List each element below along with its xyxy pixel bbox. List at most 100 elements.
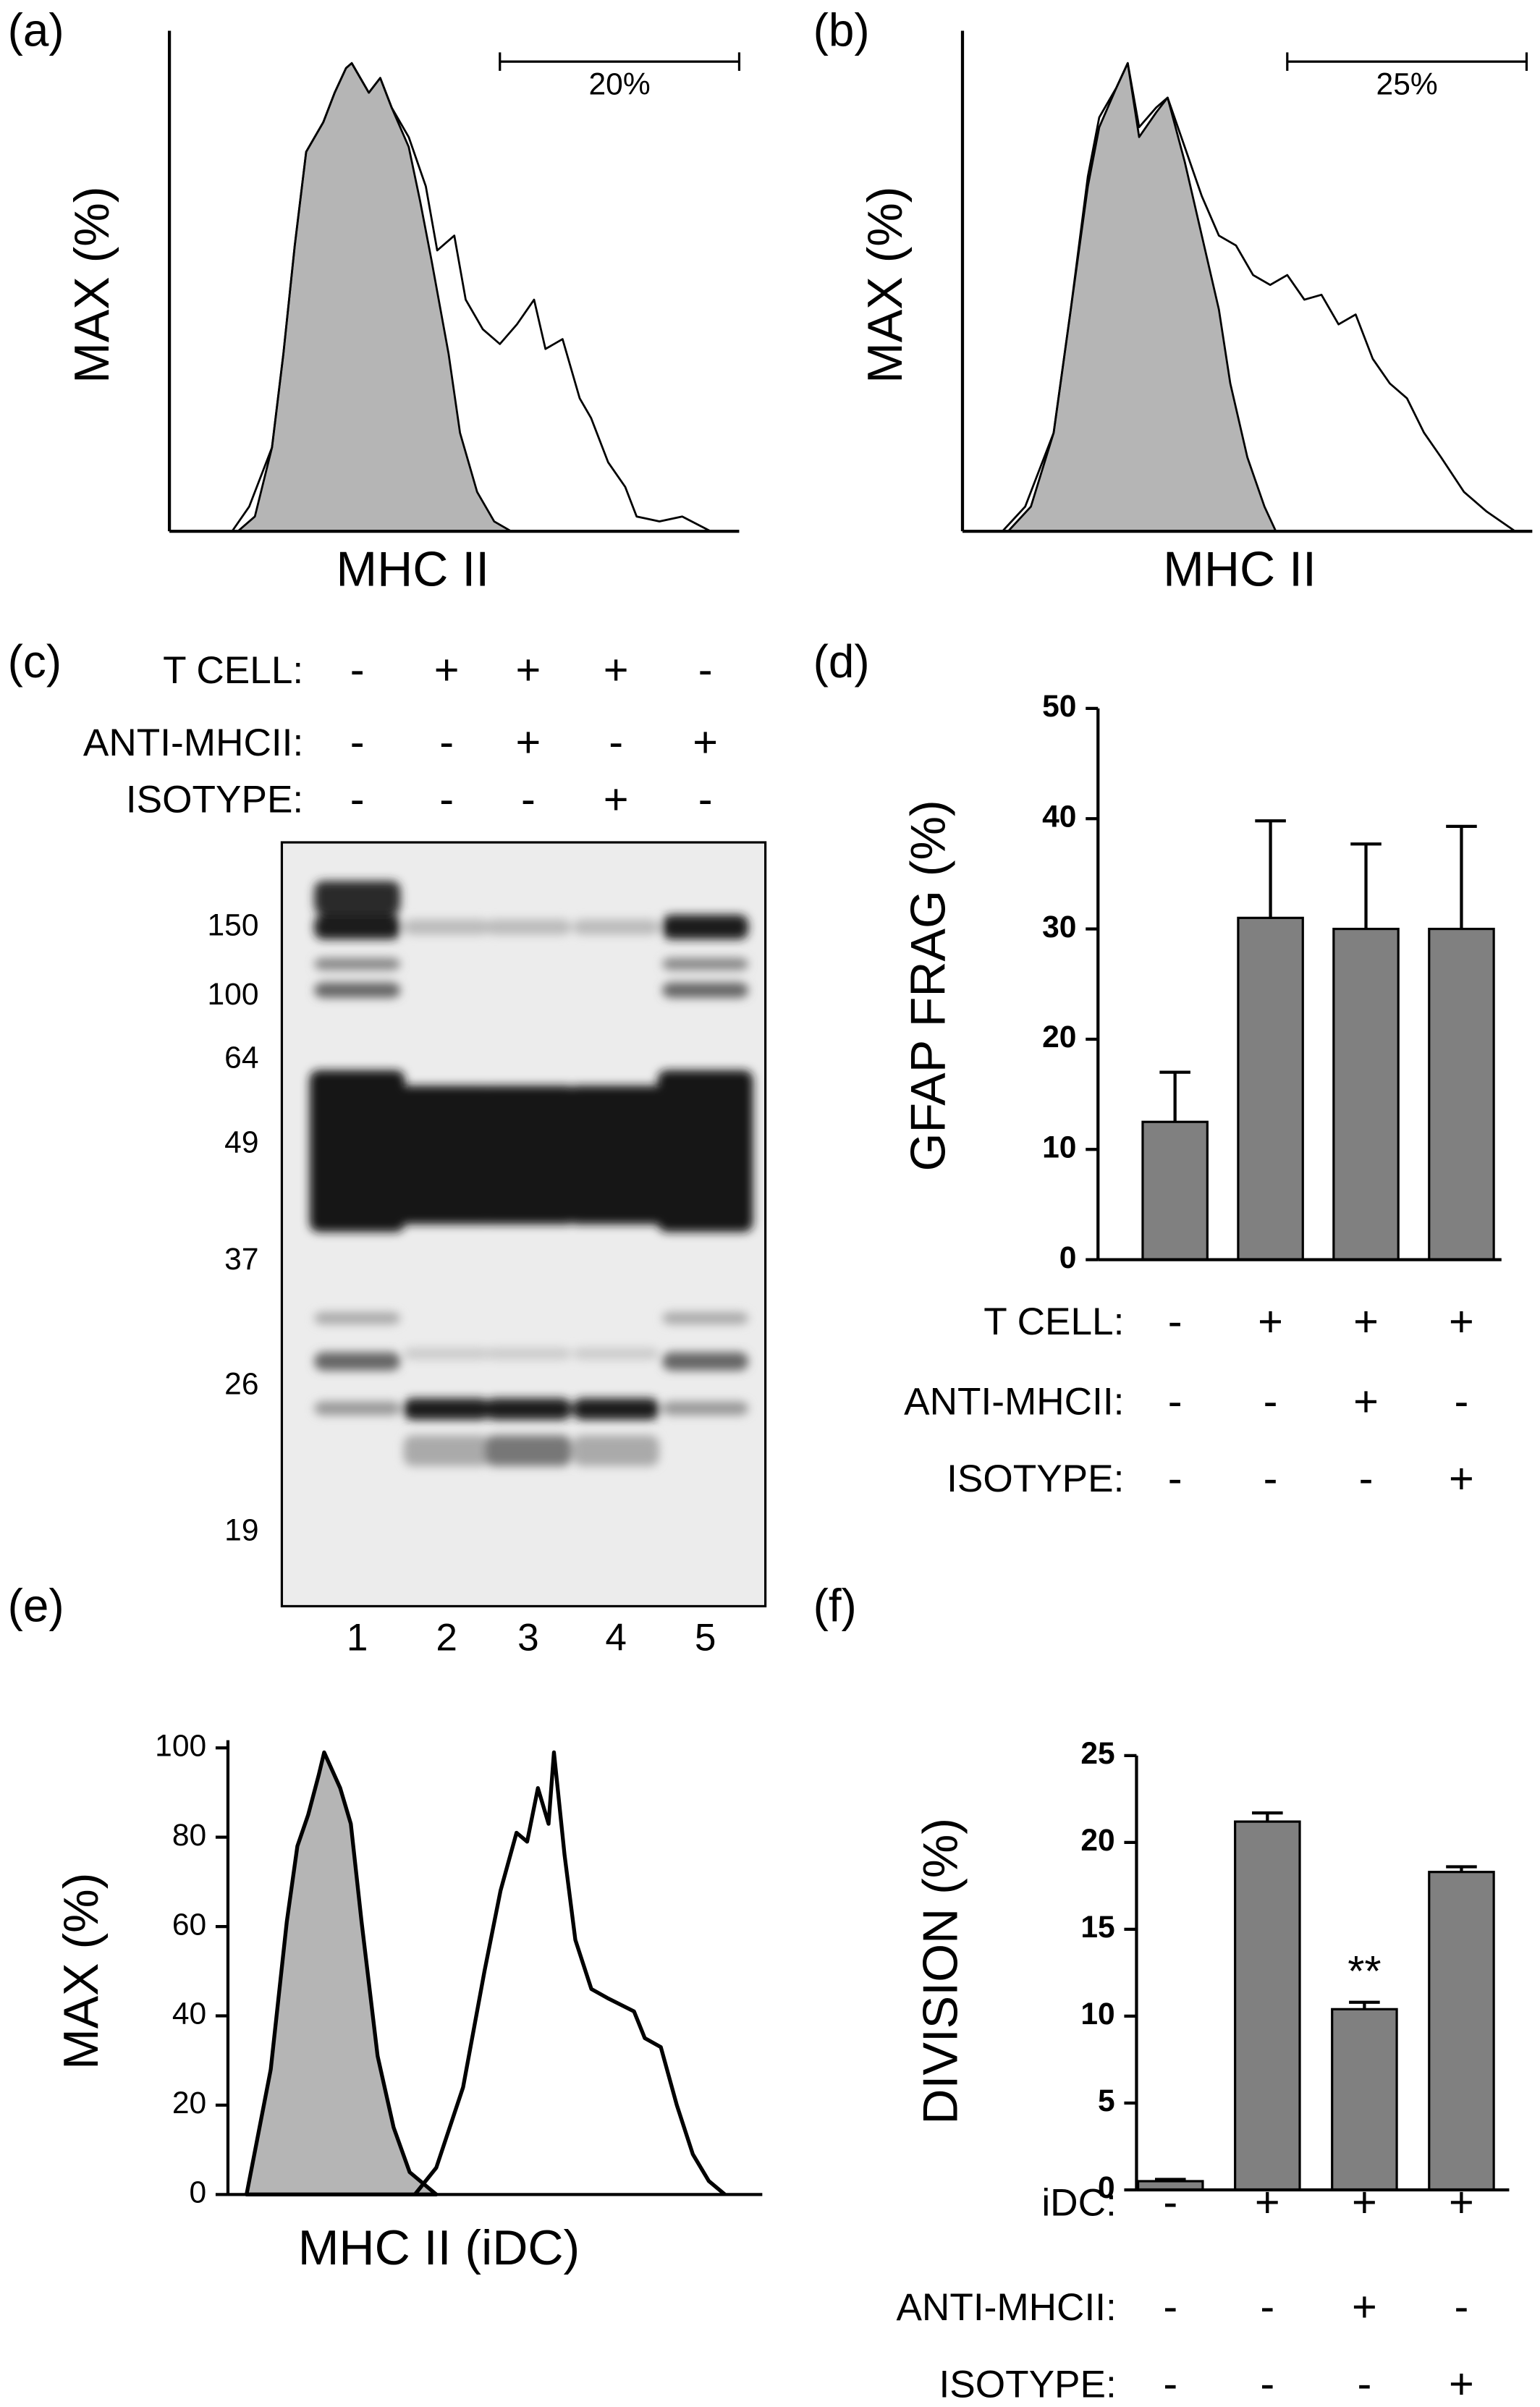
panel: (e) 0 20 40 60 80 100 MAX (%) MHC II (iDC) [8,1580,763,2275]
condition-sign: + [1449,2178,1474,2226]
band [572,919,659,935]
y-tick-label: 80 [172,1818,206,1853]
condition-sign: + [1258,1297,1283,1345]
condition-sign: - [1260,2359,1274,2407]
panel-label: (d) [813,635,870,688]
band [485,1398,572,1420]
y-tick-label: 10 [1042,1130,1076,1165]
band [314,1352,401,1371]
condition-sign: - [1264,1454,1278,1502]
open-histogram [1002,62,1516,533]
filled-histogram [237,62,512,533]
condition-sign: - [350,718,365,766]
bar [1234,1820,1301,2191]
mw-marker: 26 [224,1366,258,1401]
band [572,1398,659,1420]
condition-sign: - [1260,2283,1274,2331]
band [485,919,572,935]
condition-sign: - [439,774,454,823]
band [485,1435,572,1466]
band [662,1352,749,1371]
condition-sign: + [1255,2178,1280,2226]
band [485,1347,572,1360]
panel-label: (c) [8,635,62,688]
band [568,1086,664,1224]
blot-bands [309,881,753,1466]
mw-marker: 100 [208,977,259,1012]
condition-sign: - [1168,1297,1182,1345]
condition-sign: + [516,646,541,694]
bar [1331,2008,1398,2191]
panel-label: (a) [8,4,64,56]
lane-number: 4 [605,1616,627,1659]
y-tick-label: 0 [1059,1240,1077,1275]
condition-label: ISOTYPE: [939,2363,1116,2406]
lane-number: 5 [695,1616,716,1659]
filled-histogram [245,1750,439,2197]
condition-sign: - [350,646,365,694]
y-tick-label: 10 [1080,1997,1114,2031]
open-histogram [413,1750,727,2196]
mw-marker: 19 [224,1513,258,1548]
condition-sign: - [609,718,623,766]
condition-label: ANTI-MHCII: [896,2286,1116,2329]
y-axis-label: MAX (%) [54,1873,109,2070]
band [314,881,401,915]
band [572,1347,659,1360]
band [314,957,401,970]
band [662,1312,749,1325]
condition-sign: + [604,774,629,823]
condition-sign: - [439,718,454,766]
condition-sign: - [1455,2283,1469,2331]
band [309,1070,405,1232]
bar [1332,927,1400,1261]
condition-sign: - [1264,1376,1278,1425]
x-axis-label: MHC II [1163,542,1316,597]
gate [499,52,741,71]
band [657,1070,753,1232]
condition-sign: - [350,774,365,823]
y-tick-label: 40 [1042,799,1076,834]
y-tick-label: 25 [1080,1736,1114,1771]
condition-sign: - [1455,1376,1469,1425]
lane-number: 3 [517,1616,539,1659]
condition-sign: - [521,774,536,823]
band [403,1347,490,1360]
y-axis-label: GFAP FRAG (%) [900,800,955,1171]
y-tick-label: 100 [155,1728,206,1763]
condition-sign: + [516,718,541,766]
x-axis-label: MHC II (iDC) [298,2220,580,2275]
filled-histogram [1007,62,1277,533]
condition-sign: + [434,646,460,694]
y-tick-label: 50 [1042,689,1076,724]
y-axis-label: DIVISION (%) [913,1818,968,2125]
panel-label: (b) [813,4,870,56]
band [314,1312,401,1325]
condition-sign: - [698,646,713,694]
panel: (f) ** 0 5 10 15 20 25 DIVISION (%) iDC: - + + + ANTI-… [813,1580,1510,2407]
panel: (a) 20% MAX (%) MHC II [8,4,741,597]
y-tick-label: 40 [172,1997,206,2031]
condition-sign: - [1168,1376,1182,1425]
y-tick-label: 15 [1080,1910,1114,1945]
band [572,1435,659,1466]
condition-sign: + [1449,2359,1474,2407]
gate [1286,52,1528,71]
bar [1428,927,1495,1261]
band [403,919,490,935]
condition-label: iDC: [1041,2181,1116,2224]
condition-sign: - [1163,2178,1177,2226]
condition-sign: + [693,718,718,766]
condition-label: T CELL: [163,649,303,692]
condition-sign: + [1449,1454,1474,1502]
condition-sign: - [1359,1454,1374,1502]
condition-label: ANTI-MHCII: [83,722,303,764]
y-tick-label: 60 [172,1907,206,1942]
band [662,915,749,940]
y-tick-label: 0 [1098,2170,1115,2205]
condition-sign: - [698,774,713,823]
band [403,1435,490,1466]
significance-label: ** [1348,1947,1381,1995]
mw-marker: 49 [224,1125,258,1159]
